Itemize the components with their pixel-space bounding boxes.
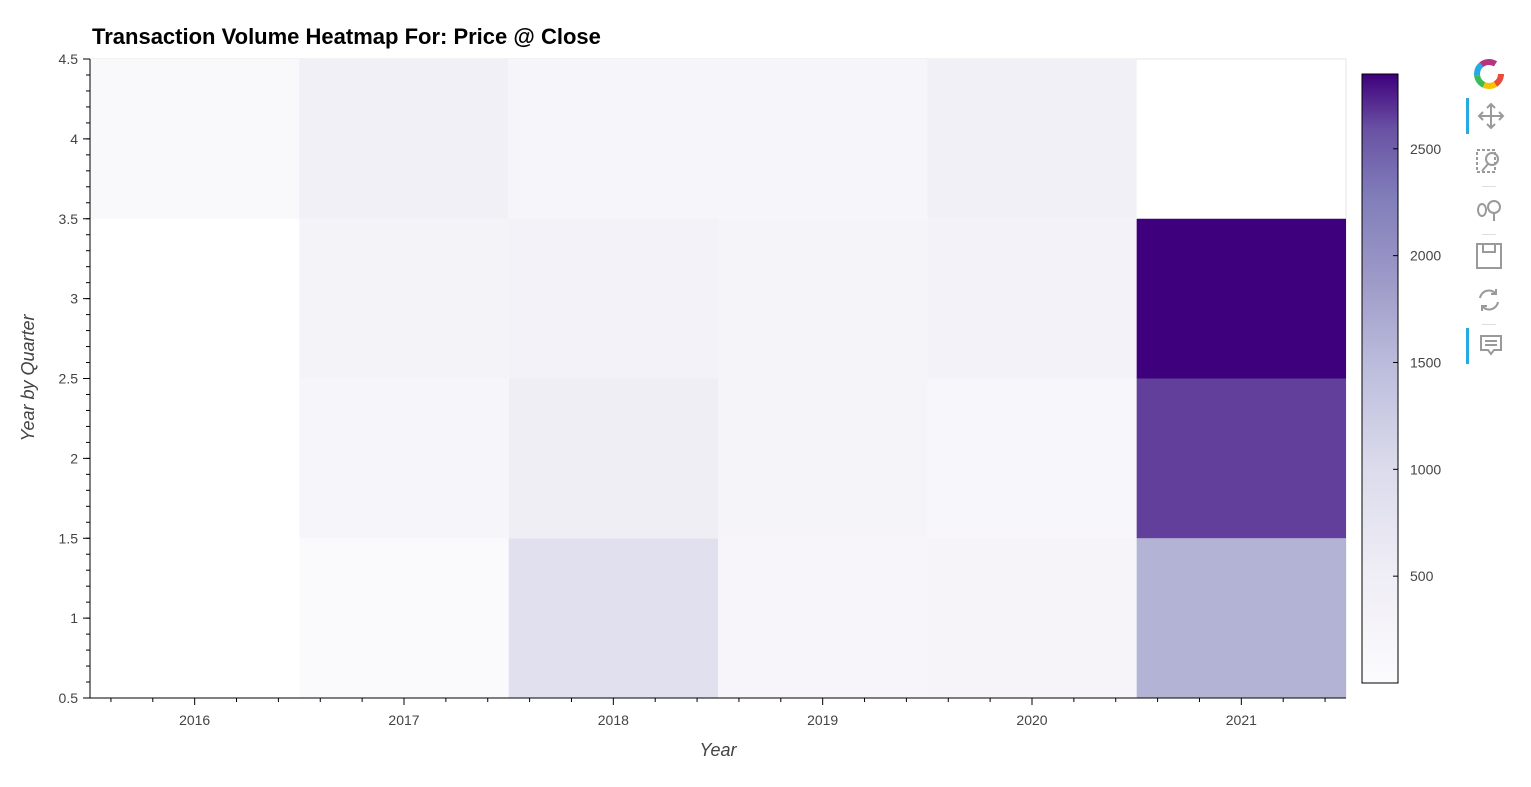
save-icon[interactable] bbox=[1466, 238, 1512, 274]
heatmap-cell[interactable] bbox=[508, 218, 718, 379]
colorbar: 500 1000 1500 2000 2500 bbox=[1361, 73, 1441, 684]
y-axis-label: Year by Quarter bbox=[18, 313, 38, 441]
heatmap-cell[interactable] bbox=[90, 59, 300, 219]
y-tick-label: 1.5 bbox=[59, 530, 79, 546]
colorbar-tick-label: 500 bbox=[1410, 568, 1434, 584]
heatmap-cell[interactable] bbox=[508, 59, 718, 219]
box-zoom-icon[interactable] bbox=[1466, 144, 1512, 180]
heatmap-cell[interactable] bbox=[1136, 538, 1346, 698]
y-tick-label: 4.5 bbox=[59, 51, 79, 67]
heatmap-cell[interactable] bbox=[927, 59, 1137, 219]
x-axis-label: Year bbox=[699, 740, 737, 760]
heatmap-cell[interactable] bbox=[299, 378, 509, 539]
y-tick-label: 4 bbox=[70, 131, 78, 147]
axes: 0.5 1 1.5 2 2.5 3 3.5 4 4.5 2016 2017 2018 2019 2020 2… bbox=[59, 51, 1346, 728]
heatmap-cell[interactable] bbox=[927, 378, 1137, 539]
y-tick-label: 2 bbox=[70, 450, 78, 466]
heatmap-cell[interactable] bbox=[1136, 218, 1346, 379]
y-tick-label: 3.5 bbox=[59, 211, 79, 227]
heatmap-cell[interactable] bbox=[508, 378, 718, 539]
colorbar-tick-label: 2500 bbox=[1410, 141, 1441, 157]
heatmap-cell[interactable] bbox=[1136, 378, 1346, 539]
x-tick-label: 2018 bbox=[598, 712, 629, 728]
logo-icon[interactable] bbox=[1466, 56, 1512, 92]
y-tick-label: 2.5 bbox=[59, 371, 79, 387]
heatmap-cells[interactable] bbox=[90, 59, 1346, 698]
y-tick-label: 1 bbox=[70, 610, 78, 626]
heatmap-cell[interactable] bbox=[718, 218, 928, 379]
x-tick-label: 2016 bbox=[179, 712, 210, 728]
colorbar-tick-label: 1000 bbox=[1410, 461, 1441, 477]
chart-title: Transaction Volume Heatmap For: Price @ … bbox=[92, 24, 601, 49]
heatmap-cell[interactable] bbox=[299, 59, 509, 219]
pan-icon[interactable] bbox=[1466, 98, 1512, 134]
colorbar-tick-label: 2000 bbox=[1410, 248, 1441, 264]
x-tick-label: 2021 bbox=[1226, 712, 1257, 728]
heatmap-cell[interactable] bbox=[927, 538, 1137, 698]
heatmap-cell[interactable] bbox=[927, 218, 1137, 379]
heatmap-cell[interactable] bbox=[718, 538, 928, 698]
reset-icon[interactable] bbox=[1466, 282, 1512, 318]
heatmap-cell[interactable] bbox=[718, 59, 928, 219]
toolbar bbox=[1466, 56, 1512, 386]
wheel-zoom-icon[interactable] bbox=[1466, 192, 1512, 228]
colorbar-tick-label: 1500 bbox=[1410, 354, 1441, 370]
heatmap-cell[interactable] bbox=[299, 218, 509, 379]
heatmap-cell[interactable] bbox=[299, 538, 509, 698]
y-tick-label: 0.5 bbox=[59, 690, 79, 706]
hover-icon[interactable] bbox=[1466, 328, 1512, 364]
y-tick-label: 3 bbox=[70, 291, 78, 307]
colorbar-gradient bbox=[1361, 73, 1399, 684]
x-tick-label: 2019 bbox=[807, 712, 838, 728]
x-tick-label: 2020 bbox=[1016, 712, 1047, 728]
heatmap-cell[interactable] bbox=[508, 538, 718, 698]
heatmap-cell[interactable] bbox=[718, 378, 928, 539]
x-tick-label: 2017 bbox=[388, 712, 419, 728]
